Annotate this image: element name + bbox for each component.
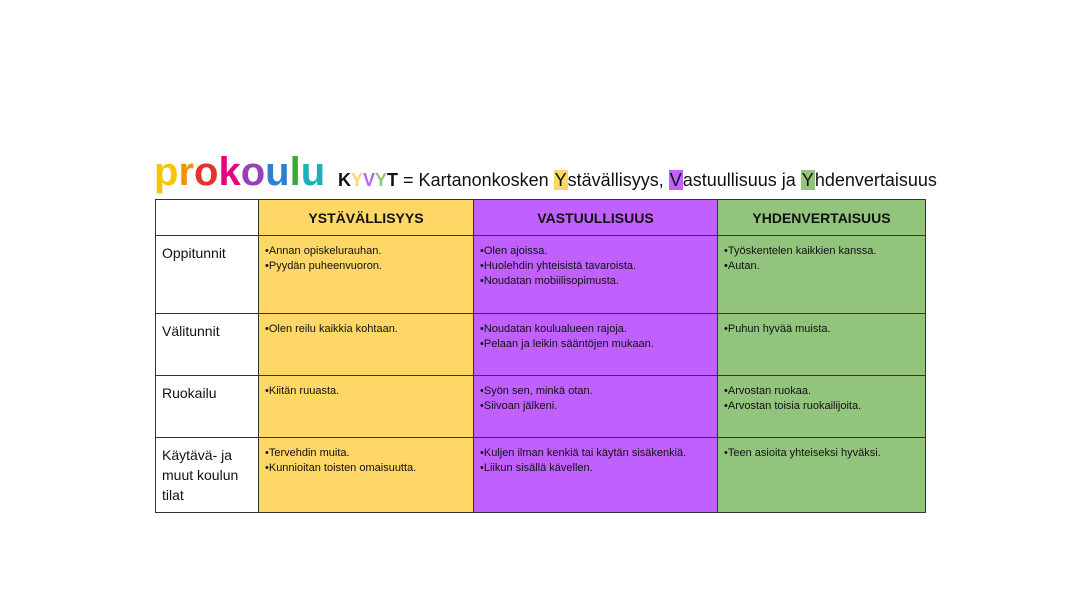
title-highlight: Y [553, 170, 568, 190]
header-row: YSTÄVÄLLISYYS VASTUULLISUUS YHDENVERTAIS… [155, 199, 926, 236]
cell-item: •Noudatan koulualueen rajoja. [480, 323, 627, 335]
table-row: Käytävä- ja muut koulun tilat •Tervehdin … [155, 437, 926, 513]
title-text: hdenvertaisuus [814, 170, 937, 190]
cell-item: •Syön sen, minkä otan. [480, 385, 593, 397]
title-text: stävällisyys, [567, 170, 669, 190]
row-label: Välitunnit [155, 313, 259, 376]
table-cell: •Syön sen, minkä otan. •Siivoan jälkeni. [473, 375, 718, 438]
cell-item: •Teen asioita yhteiseksi hyväksi. [724, 447, 881, 459]
table-cell: •Työskentelen kaikkien kanssa. •Autan. [717, 235, 926, 314]
table-cell: •Annan opiskelurauhan. •Pyydän puheenvuor… [258, 235, 474, 314]
cell-item: •Noudatan mobiilisopimusta. [480, 275, 619, 287]
logo-letter: u [265, 150, 290, 194]
row-label: Käytävä- ja muut koulun tilat [155, 437, 259, 513]
table-cell: •Olen ajoissa. •Huolehdin yhteisistä tava… [473, 235, 718, 314]
title-letter: V [363, 170, 376, 190]
title-letter: Y [351, 170, 364, 190]
cell-item: •Työskentelen kaikkien kanssa. [724, 245, 877, 257]
header-yhdenvertaisuus: YHDENVERTAISUUS [717, 199, 926, 236]
table-cell: •Arvostan ruokaa. •Arvostan toisia ruokai… [717, 375, 926, 438]
header-vastuullisuus: VASTUULLISUUS [473, 199, 718, 236]
cell-item: •Olen reilu kaikkia kohtaan. [265, 323, 398, 335]
title-text: = Kartanonkosken [398, 170, 554, 190]
prokoulu-logo: prokoulu [154, 149, 325, 195]
cell-item: •Pyydän puheenvuoron. [265, 260, 382, 272]
cell-item: •Kuljen ilman kenkiä tai käytän sisäkenk… [480, 447, 687, 459]
table-row: Ruokailu •Kiitän ruuasta. •Syön sen, minkä… [155, 375, 926, 438]
title-highlight: Y [800, 170, 815, 190]
logo-letter: k [218, 150, 241, 194]
table-cell: •Kuljen ilman kenkiä tai käytän sisäkenk… [473, 437, 718, 513]
header-ystavallisyys: YSTÄVÄLLISYYS [258, 199, 474, 236]
values-table: YSTÄVÄLLISYYS VASTUULLISUUS YHDENVERTAIS… [155, 199, 926, 513]
logo-letter: o [194, 150, 219, 194]
cell-item: •Tervehdin muita. [265, 447, 350, 459]
table-cell: •Puhun hyvää muista. [717, 313, 926, 376]
cell-item: •Puhun hyvää muista. [724, 323, 831, 335]
logo-letter: r [178, 150, 195, 194]
row-label: Ruokailu [155, 375, 259, 438]
logo-letter: p [154, 150, 179, 194]
empty-header [155, 199, 259, 236]
table-cell: •Olen reilu kaikkia kohtaan. [258, 313, 474, 376]
cell-item: •Kunnioitan toisten omaisuutta. [265, 462, 417, 474]
cell-item: •Siivoan jälkeni. [480, 400, 558, 412]
cell-item: •Pelaan ja leikin sääntöjen mukaan. [480, 338, 654, 350]
title-letter: K [338, 170, 351, 190]
table-row: Oppitunnit •Annan opiskelurauhan. •Pyydän … [155, 235, 926, 314]
row-label: Oppitunnit [155, 235, 259, 314]
cell-item: •Olen ajoissa. [480, 245, 548, 257]
table-cell: •Tervehdin muita. •Kunnioitan toisten oma… [258, 437, 474, 513]
table-row: Välitunnit •Olen reilu kaikkia kohtaan. •N… [155, 313, 926, 376]
cell-item: •Arvostan toisia ruokailijoita. [724, 400, 862, 412]
table-cell: •Noudatan koulualueen rajoja. •Pelaan ja … [473, 313, 718, 376]
title-letter: T [387, 170, 399, 190]
cell-item: •Autan. [724, 260, 760, 272]
logo-letter: l [289, 150, 301, 194]
title-text: astuullisuus ja [682, 170, 801, 190]
logo-letter: o [240, 150, 266, 194]
cell-item: •Kiitän ruuasta. [265, 385, 340, 397]
title-letter: Y [375, 170, 388, 190]
title-highlight: V [668, 170, 683, 190]
page-title: KYVYT = Kartanonkosken Ystävällisyys, Va… [338, 170, 937, 191]
table-cell: •Kiitän ruuasta. [258, 375, 474, 438]
cell-item: •Huolehdin yhteisistä tavaroista. [480, 260, 637, 272]
cell-item: •Liikun sisällä kävellen. [480, 462, 593, 474]
cell-item: •Arvostan ruokaa. [724, 385, 812, 397]
logo-letter: u [300, 150, 326, 194]
table-cell: •Teen asioita yhteiseksi hyväksi. [717, 437, 926, 513]
cell-item: •Annan opiskelurauhan. [265, 245, 382, 257]
